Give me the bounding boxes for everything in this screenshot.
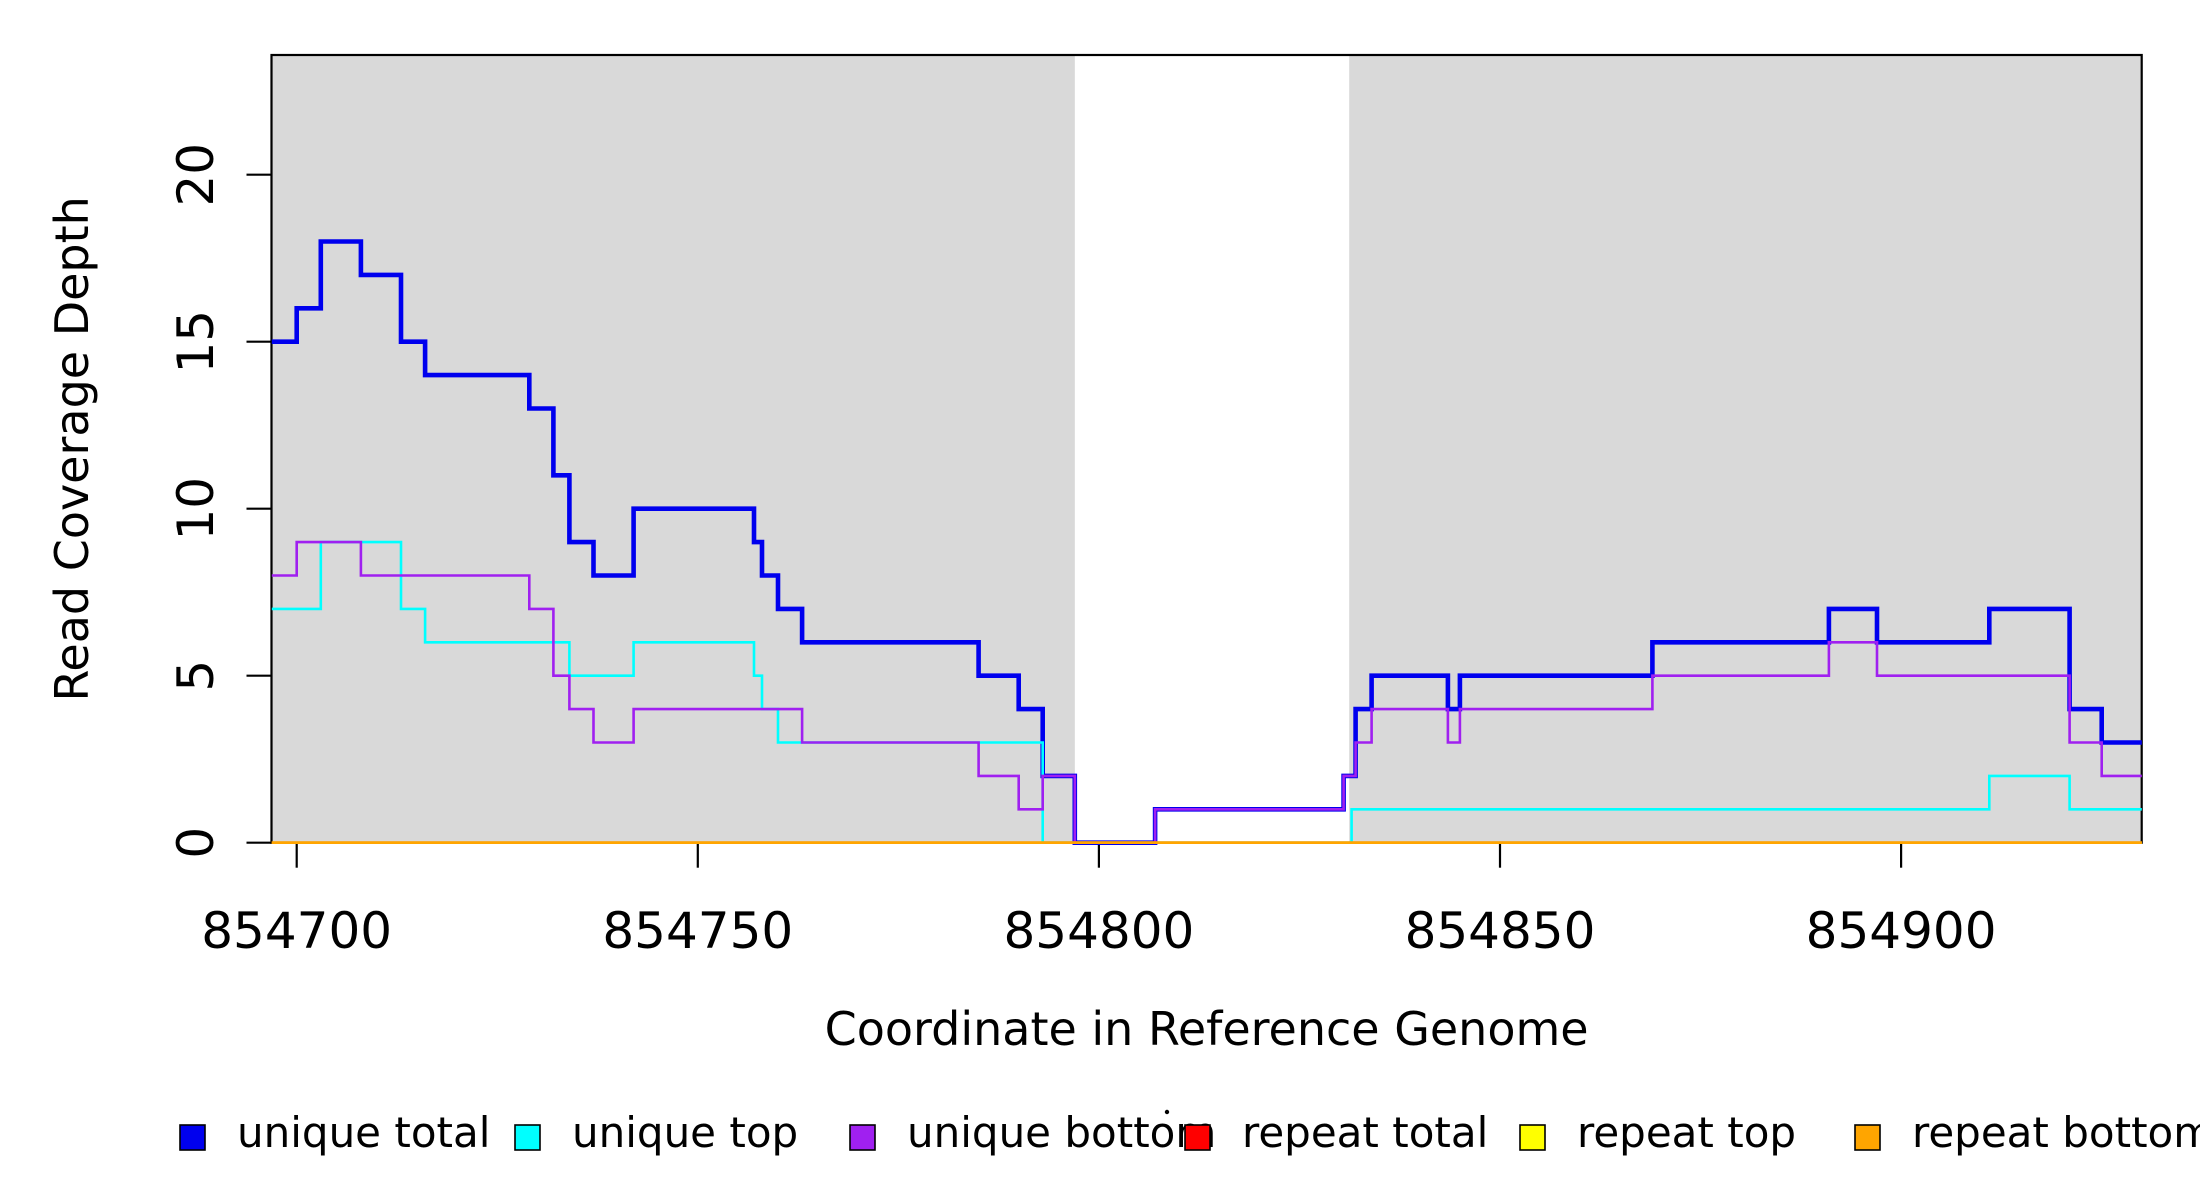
x-tick-label: 854850 bbox=[1405, 902, 1596, 960]
legend-label-unique-bottom: unique bottom bbox=[907, 1108, 1216, 1157]
y-axis-title: Read Coverage Depth bbox=[45, 196, 99, 701]
legend-swatch-repeat-total bbox=[1184, 1124, 1211, 1151]
y-tick-label: 5 bbox=[167, 660, 225, 692]
legend-swatch-repeat-bottom bbox=[1854, 1124, 1881, 1151]
y-tick-label: 10 bbox=[167, 477, 225, 541]
legend-label-repeat-total: repeat total bbox=[1242, 1108, 1488, 1157]
series-line-unique-bottom bbox=[271, 540, 2142, 844]
stray-dot bbox=[1164, 1109, 1170, 1115]
legend-swatch-unique-top bbox=[514, 1124, 541, 1151]
series-line-unique-top bbox=[271, 540, 2142, 844]
x-tick-label: 854900 bbox=[1806, 902, 1997, 960]
y-tick-label: 15 bbox=[167, 310, 225, 374]
legend-label-repeat-bottom: repeat bottom bbox=[1912, 1108, 2200, 1157]
highlight-band-1 bbox=[1349, 55, 2142, 843]
x-axis-title: Coordinate in Reference Genome bbox=[825, 1002, 1589, 1056]
x-tick-label: 854700 bbox=[201, 902, 392, 960]
legend-swatch-unique-total bbox=[179, 1124, 206, 1151]
legend-label-repeat-top: repeat top bbox=[1577, 1108, 1796, 1157]
legend-label-unique-total: unique total bbox=[237, 1108, 490, 1157]
y-tick-label: 0 bbox=[167, 827, 225, 859]
highlight-band-0 bbox=[271, 55, 1075, 843]
series-line-unique-total bbox=[271, 239, 2142, 845]
legend-swatch-unique-bottom bbox=[849, 1124, 876, 1151]
x-tick-label: 854800 bbox=[1003, 902, 1194, 960]
y-tick-label: 20 bbox=[167, 143, 225, 207]
legend-label-unique-top: unique top bbox=[572, 1108, 798, 1157]
x-tick-label: 854750 bbox=[602, 902, 793, 960]
legend-swatch-repeat-top bbox=[1519, 1124, 1546, 1151]
